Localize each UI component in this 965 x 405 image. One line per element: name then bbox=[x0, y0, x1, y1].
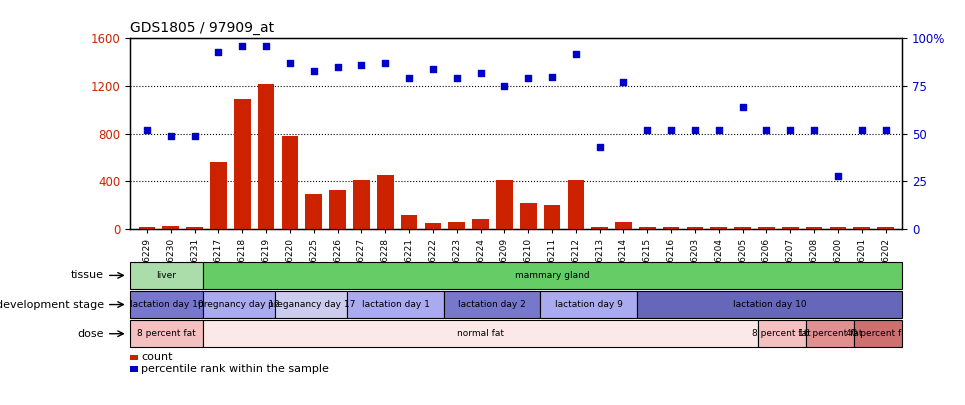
Bar bbox=[139, 227, 155, 229]
Bar bbox=[130, 366, 138, 372]
Point bbox=[330, 64, 345, 70]
Bar bbox=[663, 227, 679, 229]
Text: development stage: development stage bbox=[0, 300, 104, 309]
Text: liver: liver bbox=[156, 271, 177, 280]
Bar bbox=[496, 180, 512, 229]
Point bbox=[139, 127, 154, 133]
Bar bbox=[520, 203, 537, 229]
Bar bbox=[258, 84, 274, 229]
Bar bbox=[592, 227, 608, 229]
Text: tissue: tissue bbox=[71, 271, 104, 280]
Bar bbox=[854, 320, 902, 347]
Point bbox=[497, 83, 512, 90]
Bar bbox=[444, 291, 540, 318]
Point bbox=[592, 144, 607, 150]
Text: 16 percent fat: 16 percent fat bbox=[798, 329, 862, 338]
Bar bbox=[615, 222, 632, 229]
Point bbox=[449, 75, 464, 82]
Bar bbox=[186, 227, 203, 229]
Bar bbox=[758, 320, 806, 347]
Text: 8 percent fat: 8 percent fat bbox=[137, 329, 196, 338]
Bar bbox=[282, 136, 298, 229]
Bar bbox=[543, 205, 561, 229]
Bar bbox=[305, 194, 322, 229]
Bar bbox=[853, 227, 870, 229]
Bar bbox=[830, 227, 846, 229]
Text: preganancy day 17: preganancy day 17 bbox=[267, 300, 355, 309]
Point bbox=[878, 127, 894, 133]
Point bbox=[640, 127, 655, 133]
Point bbox=[473, 70, 488, 76]
Bar bbox=[758, 227, 775, 229]
Point bbox=[210, 49, 226, 55]
Bar bbox=[329, 190, 345, 229]
Point bbox=[187, 132, 203, 139]
Text: lactation day 9: lactation day 9 bbox=[555, 300, 622, 309]
Point bbox=[426, 66, 441, 72]
Point bbox=[616, 79, 631, 85]
Text: GDS1805 / 97909_at: GDS1805 / 97909_at bbox=[130, 21, 274, 35]
Point bbox=[854, 127, 869, 133]
Point bbox=[354, 62, 370, 68]
Point bbox=[663, 127, 678, 133]
Bar bbox=[377, 175, 394, 229]
Bar bbox=[353, 180, 370, 229]
Bar bbox=[203, 320, 758, 347]
Point bbox=[377, 60, 393, 66]
Point bbox=[544, 73, 560, 80]
Point bbox=[758, 127, 774, 133]
Bar bbox=[162, 226, 179, 229]
Point bbox=[783, 127, 798, 133]
Point bbox=[711, 127, 727, 133]
Bar bbox=[806, 227, 822, 229]
Text: count: count bbox=[141, 352, 173, 362]
Bar bbox=[347, 291, 444, 318]
Text: lactation day 10: lactation day 10 bbox=[732, 300, 807, 309]
Bar bbox=[637, 291, 902, 318]
Text: lactation day 1: lactation day 1 bbox=[362, 300, 429, 309]
Bar bbox=[782, 227, 799, 229]
Text: normal fat: normal fat bbox=[456, 329, 504, 338]
Bar bbox=[639, 227, 655, 229]
Point bbox=[282, 60, 297, 66]
Text: lactation day 10: lactation day 10 bbox=[129, 300, 204, 309]
Bar bbox=[400, 215, 418, 229]
Text: dose: dose bbox=[78, 329, 104, 339]
Point bbox=[306, 68, 321, 74]
Bar bbox=[130, 354, 138, 360]
Point bbox=[401, 75, 417, 82]
Bar bbox=[203, 291, 275, 318]
Bar bbox=[540, 291, 637, 318]
Text: 8 percent fat: 8 percent fat bbox=[753, 329, 811, 338]
Text: lactation day 2: lactation day 2 bbox=[458, 300, 526, 309]
Point bbox=[735, 104, 751, 110]
Bar bbox=[425, 223, 441, 229]
Bar bbox=[234, 99, 251, 229]
Bar bbox=[130, 320, 203, 347]
Point bbox=[807, 127, 822, 133]
Bar bbox=[130, 262, 203, 289]
Bar bbox=[275, 291, 347, 318]
Bar bbox=[806, 320, 854, 347]
Bar bbox=[710, 227, 728, 229]
Bar bbox=[449, 222, 465, 229]
Bar bbox=[472, 219, 489, 229]
Text: mammary gland: mammary gland bbox=[515, 271, 590, 280]
Bar bbox=[130, 291, 203, 318]
Point bbox=[520, 75, 536, 82]
Point bbox=[830, 172, 845, 179]
Bar bbox=[734, 227, 751, 229]
Text: 40 percent fat: 40 percent fat bbox=[846, 329, 910, 338]
Point bbox=[234, 43, 250, 49]
Bar bbox=[687, 227, 703, 229]
Point bbox=[568, 51, 584, 57]
Point bbox=[163, 132, 179, 139]
Point bbox=[687, 127, 703, 133]
Text: percentile rank within the sample: percentile rank within the sample bbox=[141, 364, 329, 374]
Bar bbox=[210, 162, 227, 229]
Bar bbox=[877, 227, 894, 229]
Text: pregnancy day 12: pregnancy day 12 bbox=[198, 300, 280, 309]
Bar bbox=[567, 180, 584, 229]
Point bbox=[259, 43, 274, 49]
